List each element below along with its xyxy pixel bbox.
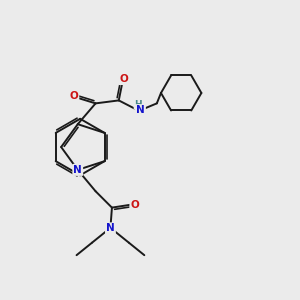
Text: N: N [136, 105, 145, 115]
Text: O: O [119, 74, 128, 84]
Text: H: H [135, 100, 142, 109]
Text: O: O [70, 91, 78, 101]
Text: N: N [106, 224, 115, 233]
Text: O: O [130, 200, 139, 210]
Text: N: N [74, 165, 82, 175]
